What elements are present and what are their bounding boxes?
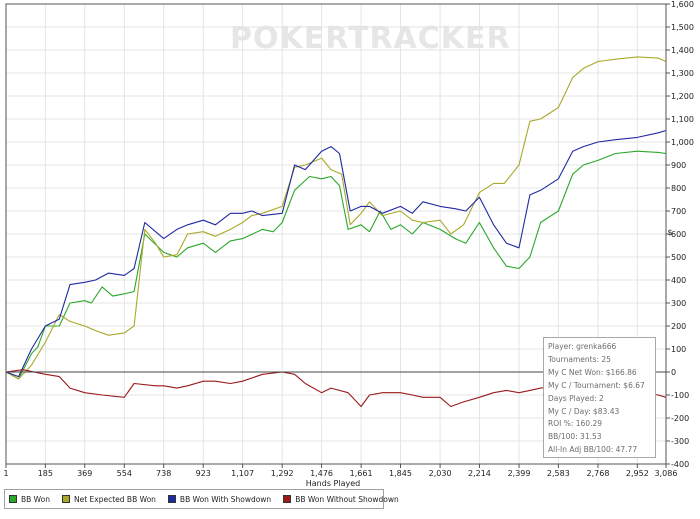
stat-line: My C / Day: $83.43 [548, 406, 620, 416]
watermark-text: POKERTRACKER [230, 21, 511, 56]
x-tick-label: 1,292 [271, 469, 294, 478]
x-tick-labels: 1 185 369 554 738 923 1,107 1,292 1,476 1,661 1,84… [3, 469, 677, 478]
x-tick-label: 2,768 [587, 469, 610, 478]
legend-label: BB Won Without Showdown [295, 494, 399, 504]
x-tick-label: 185 [38, 469, 53, 478]
stat-line: Days Played: 2 [548, 393, 604, 403]
y-tick-label: 1,300 [671, 69, 694, 78]
y-tick-label: 100 [671, 345, 686, 354]
series-line-bb-won-with-showdown [5, 129, 667, 378]
x-tick-label: 2,399 [508, 469, 531, 478]
y-tick-label: 1,500 [671, 23, 694, 32]
stat-line: My C Net Won: $166.86 [548, 367, 637, 377]
y-tick-label: 1,200 [671, 92, 694, 101]
y-tick-label: 500 [671, 253, 686, 262]
series-group [5, 56, 667, 408]
y-tick-label: 1,400 [671, 46, 694, 55]
y-tick-label: 1,000 [671, 138, 694, 147]
y-tick-label: 1,100 [671, 115, 694, 124]
x-tick-label: 738 [156, 469, 171, 478]
chart-legend: BB Won Net Expected BB Won BB Won With Sho… [4, 489, 399, 509]
y-tick-label: 700 [671, 207, 686, 216]
y-tick-label: 0 [671, 368, 676, 377]
x-tick-label: 2,214 [468, 469, 491, 478]
y-tick-label: -200 [671, 414, 689, 423]
x-tick-label: 2,952 [626, 469, 649, 478]
y-tick-label: 600 [671, 230, 686, 239]
x-tick-label: 369 [77, 469, 92, 478]
x-tick-label: 1,661 [350, 469, 373, 478]
legend-swatch [167, 495, 176, 503]
y-axis-title: $ [667, 228, 672, 237]
y-tick-label: 1,600 [671, 0, 694, 9]
y-tick-label: -300 [671, 437, 689, 446]
series-line-net-expected-bb-won [5, 56, 667, 380]
y-tick-label: 900 [671, 161, 686, 170]
legend-swatch [62, 495, 70, 503]
legend-swatch [9, 495, 17, 503]
y-tick-label: -400 [671, 460, 689, 469]
stat-line: Tournaments: 25 [548, 354, 611, 364]
legend-label: BB Won With Showdown [179, 494, 272, 504]
legend-swatch [283, 495, 292, 503]
stat-line: ROI %: 160.29 [548, 419, 602, 429]
stat-line: Player: grenka666 [548, 342, 617, 351]
x-tick-label: 2,030 [429, 469, 452, 478]
y-tick-label: 400 [671, 276, 686, 285]
stat-line: My C / Tournament: $6.67 [548, 380, 645, 390]
legend-item: Net Expected BB Won [62, 495, 156, 504]
x-tick-label: 1,107 [231, 469, 254, 478]
x-tick-label: 3,086 [655, 469, 678, 478]
x-tick-label: 1,845 [389, 469, 412, 478]
y-tick-label: 800 [671, 184, 686, 193]
x-tick-label: 2,583 [547, 469, 570, 478]
series-line-bb-won-without-showdown [5, 369, 667, 408]
x-tick-label: 554 [117, 469, 132, 478]
legend-item: BB Won Without Showdown [283, 495, 399, 504]
stats-box: Player: grenka666 Tournaments: 25 My C Net… [543, 337, 656, 458]
x-axis-title: Hands Played [306, 479, 360, 488]
legend-label: BB Won [21, 494, 50, 504]
series-line-bb-won [5, 150, 667, 380]
x-tick-label: 1,476 [310, 469, 333, 478]
x-tick-label: 1 [3, 469, 8, 478]
x-tick-label: 923 [196, 469, 211, 478]
y-tick-label: -100 [671, 391, 689, 400]
stat-line: BB/100: 31.53 [548, 432, 602, 442]
stat-line: All-In Adj BB/100: 47.77 [548, 445, 638, 455]
plot-frame [5, 3, 667, 465]
y-tick-label: 200 [671, 322, 686, 331]
y-tick-labels: -400 -300 -200 -100 0 100 200 300 400 500 600 700 80… [671, 0, 694, 469]
legend-label: Net Expected BB Won [74, 494, 156, 504]
legend-item: BB Won [9, 495, 50, 504]
y-tick-label: 300 [671, 299, 686, 308]
legend-item: BB Won With Showdown [167, 494, 272, 504]
